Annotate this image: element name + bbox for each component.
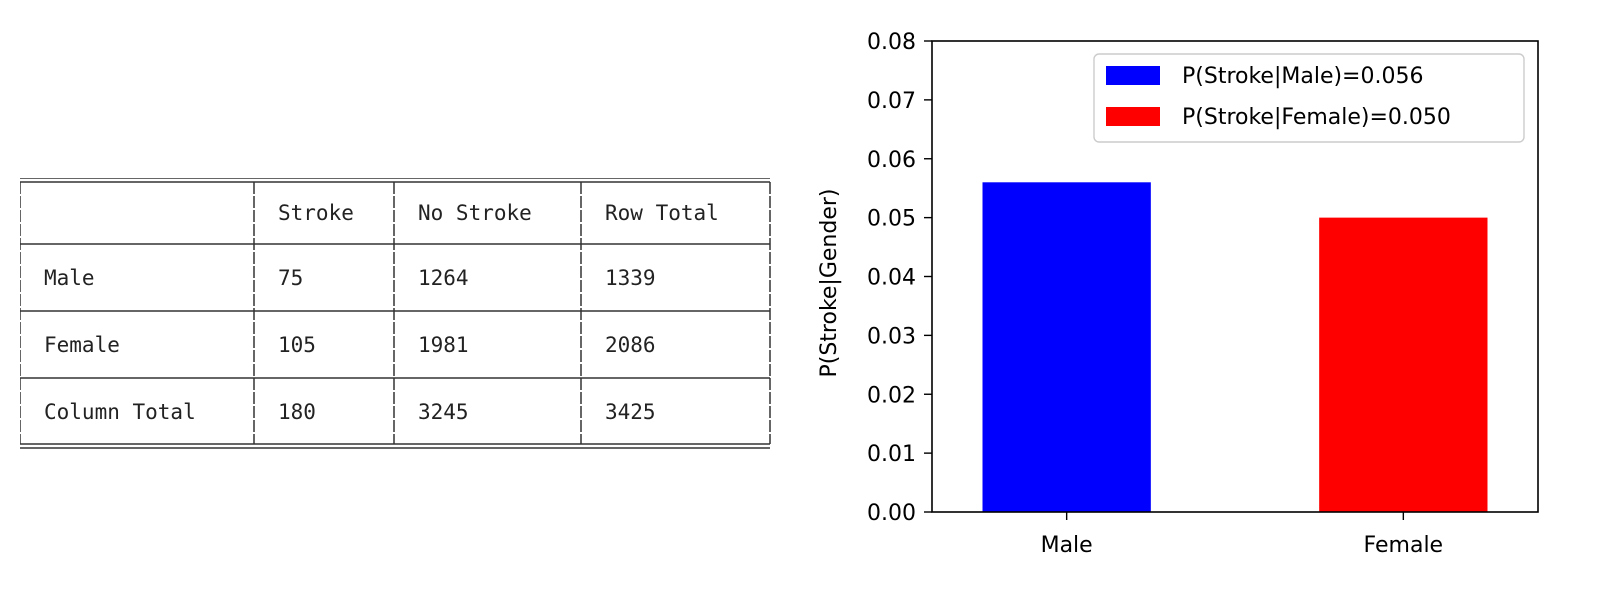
y-tick-label: 0.00 <box>867 501 916 526</box>
bar-female <box>1319 217 1488 512</box>
table-cell: Male <box>44 266 95 290</box>
plot-frame <box>931 40 1539 513</box>
legend-box <box>1093 53 1525 143</box>
table-cell: 1981 <box>418 333 469 357</box>
bar-chart: 0.00 0.01 0.02 0.03 0.04 0.05 0.06 0.07 0.08 Mal… <box>800 0 1600 600</box>
bar-male <box>982 182 1151 513</box>
y-axis: 0.00 0.01 0.02 0.03 0.04 0.05 0.06 0.07 0.08 <box>867 30 932 526</box>
legend: P(Stroke|Male)=0.056 P(Stroke|Female)=0.0… <box>1093 53 1525 143</box>
legend-swatch <box>1106 107 1160 126</box>
table-cell: 180 <box>278 400 316 424</box>
table-cell: Female <box>44 333 120 357</box>
bar-chart-svg: 0.00 0.01 0.02 0.03 0.04 0.05 0.06 0.07 0.08 Mal… <box>817 30 1539 558</box>
table-cell: 1339 <box>605 266 656 290</box>
table-cell: 75 <box>278 266 303 290</box>
table-cell: 105 <box>278 333 316 357</box>
table-cells: Stroke No Stroke Row Total Male 75 1264 1339 Fe… <box>44 201 719 424</box>
y-tick-label: 0.06 <box>867 148 916 173</box>
legend-label: P(Stroke|Male)=0.056 <box>1182 64 1423 89</box>
table-lines <box>20 178 771 449</box>
bars-group <box>982 182 1488 513</box>
y-axis-label: P(Stroke|Gender) <box>817 188 842 377</box>
contingency-table: Stroke No Stroke Row Total Male 75 1264 1339 Fe… <box>20 178 772 454</box>
table-cell: 3425 <box>605 400 656 424</box>
table-header-cell: No Stroke <box>418 201 532 225</box>
x-tick-label: Female <box>1364 533 1444 558</box>
legend-label: P(Stroke|Female)=0.050 <box>1182 105 1451 130</box>
legend-swatch <box>1106 66 1160 85</box>
y-tick-label: 0.03 <box>867 324 916 349</box>
table-cell: 1264 <box>418 266 469 290</box>
table-header-cell: Stroke <box>278 201 354 225</box>
contingency-table-grid: Stroke No Stroke Row Total Male 75 1264 1339 Fe… <box>20 178 771 449</box>
table-cell: 2086 <box>605 333 656 357</box>
y-tick-label: 0.05 <box>867 207 916 232</box>
y-tick-label: 0.07 <box>867 89 916 114</box>
table-header-cell: Row Total <box>605 201 719 225</box>
table-cell: Column Total <box>44 400 196 424</box>
y-tick-label: 0.02 <box>867 383 916 408</box>
x-tick-label: Male <box>1041 533 1093 558</box>
y-tick-label: 0.08 <box>867 30 916 55</box>
y-tick-label: 0.01 <box>867 442 916 467</box>
x-axis: Male Female <box>1041 512 1444 558</box>
y-tick-label: 0.04 <box>867 266 916 291</box>
table-cell: 3245 <box>418 400 469 424</box>
